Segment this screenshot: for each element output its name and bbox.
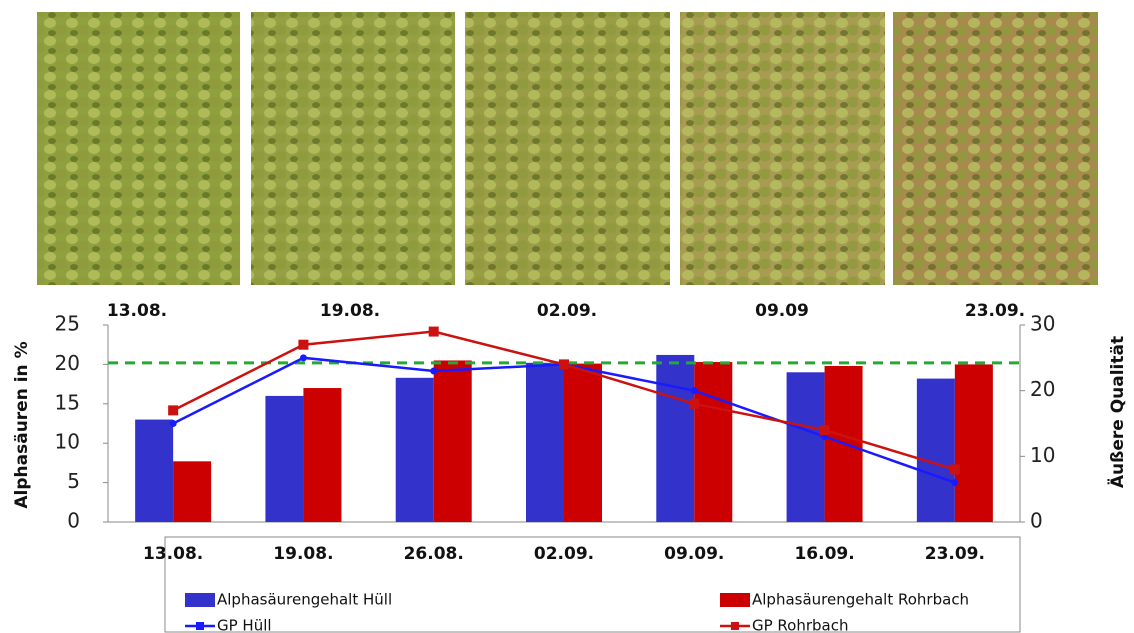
bar [694,362,733,522]
marker [951,479,959,487]
legend-swatch [185,593,215,607]
x-tick-label: 02.09. [534,544,594,564]
marker [298,339,309,350]
x-tick-label: 13.08. [143,544,203,564]
photo-date: 09.09 [755,301,809,321]
x-tick-label: 26.08. [404,544,464,564]
bar [656,354,695,522]
y-tick-label: 25 [55,312,80,336]
y2-tick-label: 0 [1030,509,1043,533]
x-tick-label: 09.09. [664,544,724,564]
bar [303,388,342,522]
marker [430,367,438,375]
legend-label: Alphasäurengehalt Rohrbach [752,591,969,609]
marker [559,359,569,370]
marker [819,425,830,436]
photo-date: 19.08. [320,301,380,321]
bar [786,372,825,522]
marker [949,464,960,475]
photos [37,12,1098,285]
photo-texture [37,12,240,285]
photo-date: 02.09. [537,301,597,321]
legend-swatch [720,593,750,607]
x-tick-label: 23.09. [925,544,985,564]
bar [395,377,434,522]
bar [433,360,472,522]
photo-texture [465,12,670,285]
legend-marker [731,622,739,630]
bar [135,419,174,522]
y2-tick-label: 10 [1030,443,1055,467]
photo-texture [251,12,455,285]
marker [168,405,179,416]
y2-tick-label: 20 [1030,377,1055,401]
x-tick-label: 19.08. [273,544,333,564]
legend-box [164,536,1021,633]
marker [299,354,307,362]
marker [428,326,439,337]
bar [173,461,212,522]
marker [169,420,177,427]
bar [954,364,993,522]
legend-label: Alphasäurengehalt Hüll [217,591,392,609]
legend-marker [196,622,204,630]
photo-texture [893,12,1098,285]
photo-texture [680,12,885,285]
y-tick-label: 15 [55,390,80,414]
bar [564,363,602,522]
marker [689,398,700,409]
bar [265,395,304,522]
photo-date: 13.08. [107,301,167,321]
x-tick-label: 16.09. [794,544,854,564]
y-tick-label: 5 [67,469,80,493]
y2-tick-label: 30 [1030,312,1055,336]
y-tick-label: 10 [55,430,80,454]
bar [526,362,564,522]
y2-axis-title: Äußere Qualität [1106,336,1128,488]
y-tick-label: 20 [55,351,80,375]
photo-date: 23.09. [965,301,1025,321]
bar [916,378,955,522]
marker [690,387,698,395]
legend-label: GP Rohrbach [752,617,849,633]
y-tick-label: 0 [67,509,80,533]
y-axis-title: Alphasäuren in % [12,341,32,508]
legend-label: GP Hüll [217,617,272,633]
